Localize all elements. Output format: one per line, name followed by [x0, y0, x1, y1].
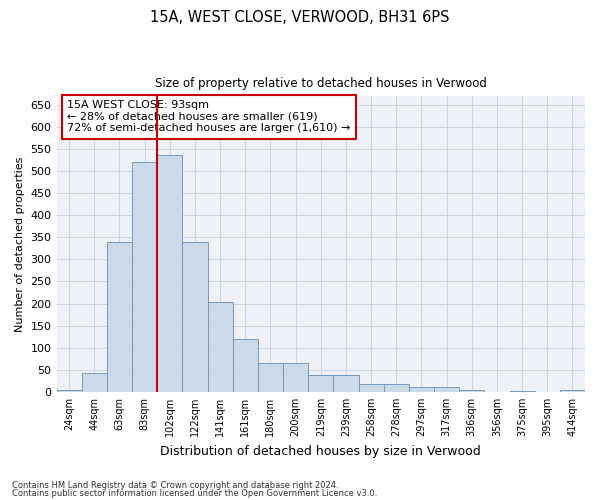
Bar — [359, 384, 383, 392]
Bar — [459, 390, 484, 392]
Bar — [334, 375, 359, 392]
Bar — [157, 156, 182, 392]
Bar — [182, 242, 208, 392]
Text: Contains HM Land Registry data © Crown copyright and database right 2024.: Contains HM Land Registry data © Crown c… — [12, 481, 338, 490]
Bar — [82, 374, 107, 392]
Bar — [509, 390, 535, 392]
Text: 15A WEST CLOSE: 93sqm
← 28% of detached houses are smaller (619)
72% of semi-det: 15A WEST CLOSE: 93sqm ← 28% of detached … — [67, 100, 350, 134]
Bar — [258, 363, 283, 392]
Text: 15A, WEST CLOSE, VERWOOD, BH31 6PS: 15A, WEST CLOSE, VERWOOD, BH31 6PS — [150, 10, 450, 25]
Bar — [208, 302, 233, 392]
Bar — [434, 386, 459, 392]
Text: Contains public sector information licensed under the Open Government Licence v3: Contains public sector information licen… — [12, 488, 377, 498]
Bar — [409, 386, 434, 392]
Y-axis label: Number of detached properties: Number of detached properties — [15, 156, 25, 332]
Bar — [383, 384, 409, 392]
Bar — [283, 363, 308, 392]
Bar — [560, 390, 585, 392]
Bar — [233, 339, 258, 392]
Bar — [56, 390, 82, 392]
Title: Size of property relative to detached houses in Verwood: Size of property relative to detached ho… — [155, 78, 487, 90]
Bar — [107, 242, 132, 392]
Bar — [308, 375, 334, 392]
X-axis label: Distribution of detached houses by size in Verwood: Distribution of detached houses by size … — [160, 444, 481, 458]
Bar — [132, 162, 157, 392]
